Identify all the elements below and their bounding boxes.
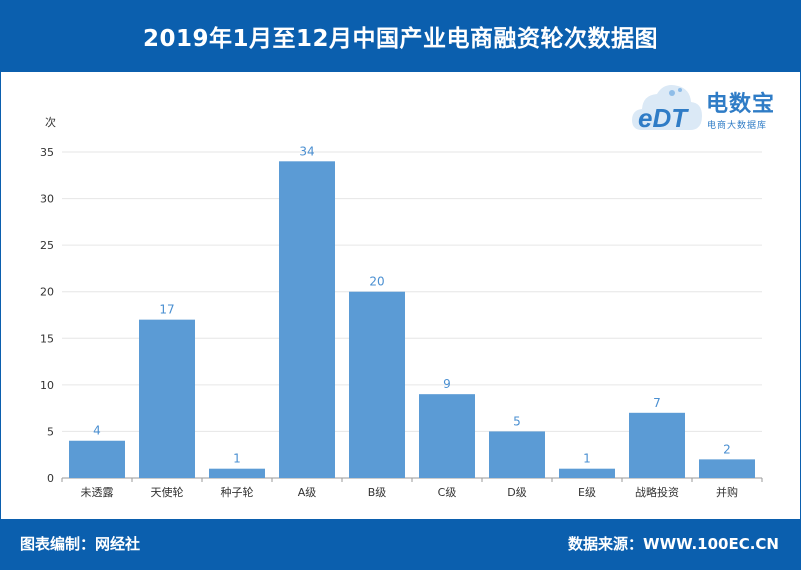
y-axis-label: 次 xyxy=(45,115,56,129)
y-tick-label: 30 xyxy=(40,193,54,206)
bar-value-label: 34 xyxy=(299,144,314,158)
bar-value-label: 17 xyxy=(159,303,174,317)
logo-subtitle: 电商大数据库 xyxy=(707,121,768,131)
edt-logo: eDT 电数宝 电商大数据库 xyxy=(630,80,795,140)
footer-source: 数据来源：WWW.100EC.CN xyxy=(568,535,779,553)
y-tick-label: 5 xyxy=(47,425,54,438)
cloud-logo-icon: eDT xyxy=(632,85,702,133)
svg-text:eDT: eDT xyxy=(638,103,689,133)
bar xyxy=(209,468,265,478)
y-tick-label: 20 xyxy=(40,286,54,299)
bar xyxy=(349,291,405,478)
x-tick-label: D级 xyxy=(507,486,526,499)
footer-compiler: 图表编制：网经社 xyxy=(20,535,141,553)
bar xyxy=(629,412,685,478)
x-tick-label: B级 xyxy=(368,486,387,499)
bar-value-label: 4 xyxy=(93,424,101,438)
x-tick-label: 种子轮 xyxy=(221,485,254,499)
x-tick-label: 未透露 xyxy=(81,486,114,499)
x-tick-label: 并购 xyxy=(716,485,738,499)
footer-bar: 图表编制：网经社 数据来源：WWW.100EC.CN xyxy=(0,519,801,570)
logo-name: 电数宝 xyxy=(706,92,776,117)
bar-value-label: 7 xyxy=(653,396,661,410)
bar-value-label: 1 xyxy=(233,452,241,466)
bar-value-label: 9 xyxy=(443,377,451,391)
bar xyxy=(489,431,545,478)
y-tick-label: 35 xyxy=(40,146,54,159)
y-tick-label: 0 xyxy=(47,472,54,485)
bar xyxy=(699,459,755,478)
bar xyxy=(279,161,335,479)
x-tick-label: E级 xyxy=(578,486,596,499)
x-tick-label: 天使轮 xyxy=(151,485,184,499)
bar-value-label: 1 xyxy=(583,452,591,466)
y-tick-label: 10 xyxy=(40,379,54,392)
bar-value-label: 5 xyxy=(513,414,521,428)
bar xyxy=(419,394,475,478)
x-tick-label: C级 xyxy=(438,486,457,499)
x-tick-label: A级 xyxy=(298,486,317,499)
bar xyxy=(139,319,195,478)
x-tick-label: 战略投资 xyxy=(635,485,679,499)
bar xyxy=(69,440,125,478)
header-bar: 2019年1月至12月中国产业电商融资轮次数据图 xyxy=(0,0,801,72)
bar xyxy=(559,468,615,478)
y-tick-label: 25 xyxy=(40,239,54,252)
bar-value-label: 2 xyxy=(723,442,731,456)
y-tick-label: 15 xyxy=(40,332,54,345)
bar-value-label: 20 xyxy=(369,275,384,289)
chart-title: 2019年1月至12月中国产业电商融资轮次数据图 xyxy=(142,26,659,52)
